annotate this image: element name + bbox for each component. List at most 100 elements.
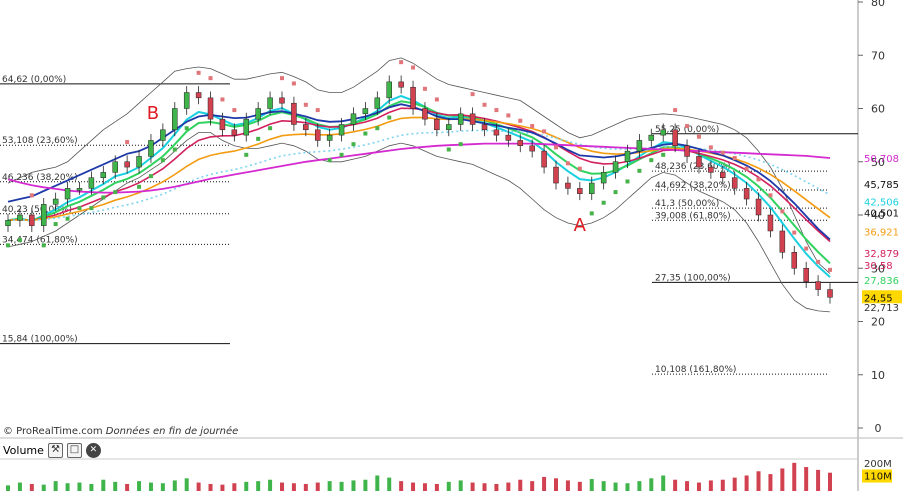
parabolic-sar-dot	[732, 156, 737, 161]
parabolic-sar-dot	[458, 142, 463, 147]
fib-label-left: 15,84 (100,00%)	[2, 335, 78, 345]
candle-body	[350, 113, 357, 125]
volume-bar	[315, 482, 320, 491]
parabolic-sar-dot	[160, 158, 165, 163]
candle-body	[481, 124, 488, 131]
y-tick-label: 70	[871, 49, 885, 62]
candle-body	[195, 92, 202, 99]
volume-bar	[387, 477, 392, 491]
candle-body	[696, 156, 702, 168]
volume-bar	[208, 483, 213, 491]
parabolic-sar-dot	[494, 108, 499, 113]
parabolic-sar-dot	[828, 267, 832, 272]
parabolic-sar-dot	[327, 158, 332, 163]
y-tick-label: 60	[871, 103, 885, 116]
parabolic-sar-dot	[399, 60, 404, 65]
volume-bar	[65, 483, 70, 491]
candle-body	[100, 172, 107, 178]
close-icon[interactable]: ✕	[85, 442, 101, 458]
parabolic-sar-dot	[113, 190, 118, 195]
parabolic-sar-dot	[65, 216, 70, 221]
volume-bar	[363, 479, 368, 491]
parabolic-sar-dot	[434, 97, 439, 102]
parabolic-sar-dot	[816, 259, 821, 264]
fib-label-right: 27,35 (100,00%)	[655, 273, 731, 283]
credit-text: © ProRealTime.com Données en fin de jour…	[3, 426, 238, 437]
parabolic-sar-dot	[756, 177, 761, 182]
parabolic-sar-dot	[422, 86, 427, 91]
credit-source: © ProRealTime.com	[3, 426, 103, 437]
parabolic-sar-dot	[613, 190, 618, 195]
volume-bar	[220, 484, 225, 491]
parabolic-sar-dot	[387, 115, 392, 120]
candle-body	[422, 108, 428, 120]
candle-body	[410, 86, 416, 109]
candle-body	[588, 182, 595, 194]
price-label: 36,921	[864, 227, 899, 238]
fib-label-left: 64,62 (0,00%)	[2, 75, 66, 85]
candle-body	[815, 281, 821, 290]
volume-bar	[482, 483, 487, 491]
parabolic-sar-dot	[148, 174, 153, 179]
volume-bar	[792, 462, 797, 491]
window-icon[interactable]: □	[66, 442, 82, 458]
parabolic-sar-dot	[53, 222, 58, 227]
volume-toolbar: Volume ⚒ □ ✕	[0, 441, 101, 459]
candle-body	[219, 118, 226, 131]
parabolic-sar-dot	[89, 206, 94, 211]
volume-bar	[6, 485, 10, 491]
candle-body	[434, 118, 440, 131]
volume-bar	[804, 467, 809, 491]
volume-bar	[280, 482, 284, 491]
parabolic-sar-dot	[77, 206, 82, 211]
volume-bar	[637, 481, 642, 491]
wrench-icon[interactable]: ⚒	[47, 442, 63, 458]
volume-bar	[470, 482, 475, 491]
volume-bar	[232, 483, 237, 491]
parabolic-sar-dot	[6, 243, 10, 248]
volume-bar	[708, 480, 713, 491]
parabolic-sar-dot	[804, 246, 809, 251]
price-label: 24,55	[864, 293, 893, 304]
volume-bar	[53, 481, 58, 491]
candle-body	[5, 220, 11, 226]
annotation-a: A	[574, 215, 587, 236]
volume-bar	[732, 477, 737, 491]
candle-body	[577, 188, 583, 194]
fib-label-right: 48,236 (23,60%)	[655, 162, 731, 172]
fib-label-right: 55,25 (0,00%)	[655, 125, 719, 135]
candle-body	[124, 161, 130, 168]
candle-body	[386, 81, 392, 99]
parabolic-sar-dot	[542, 129, 547, 134]
volume-bar	[268, 479, 273, 491]
candle-body	[731, 177, 738, 189]
parabolic-sar-dot	[589, 211, 594, 216]
parabolic-sar-dot	[280, 76, 284, 81]
candle-body	[541, 150, 547, 168]
candle-body	[529, 145, 535, 152]
parabolic-sar-dot	[780, 209, 785, 214]
volume-bar	[625, 483, 630, 491]
price-label: 30,58	[864, 261, 893, 272]
parabolic-sar-dot	[554, 145, 558, 150]
parabolic-sar-dot	[720, 150, 725, 155]
volume-bar	[649, 478, 654, 491]
credit-note: Données en fin de journée	[105, 426, 239, 437]
parabolic-sar-dot	[637, 168, 642, 173]
parabolic-sar-dot	[625, 179, 630, 184]
candle-body	[624, 150, 631, 163]
candle-body	[505, 134, 512, 141]
candle-body	[791, 252, 798, 269]
candle-body	[457, 113, 464, 125]
parabolic-sar-dot	[256, 136, 261, 141]
parabolic-sar-dot	[601, 200, 606, 205]
candle-body	[303, 124, 309, 131]
volume-bar	[601, 481, 606, 491]
fib-label-left: 34,474 (61,80%)	[2, 235, 78, 245]
parabolic-sar-dot	[268, 126, 273, 131]
price-label: 42,506	[864, 198, 899, 209]
parabolic-sar-dot	[232, 108, 237, 113]
volume-bar	[494, 483, 499, 491]
